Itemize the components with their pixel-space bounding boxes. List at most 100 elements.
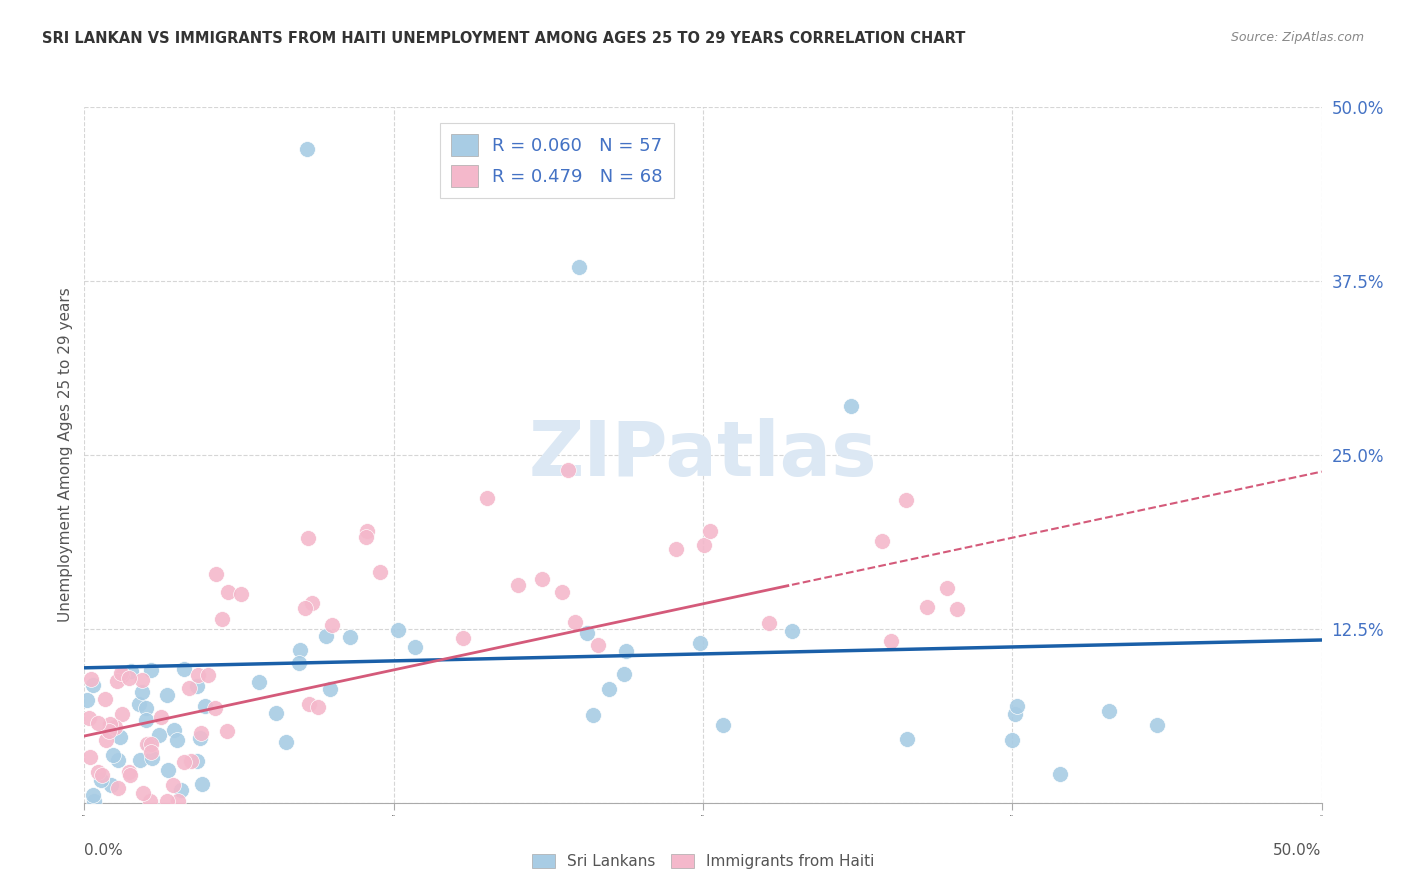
Text: 0.0%: 0.0% [84, 843, 124, 858]
Point [87, 765, 110, 780]
Point [247, 674, 270, 689]
Point [872, 533, 894, 548]
Point [163, 723, 186, 737]
Point [141, 750, 163, 764]
Point [107, 780, 129, 795]
Point [368, 565, 391, 579]
Point [90, 768, 112, 782]
Point [148, 728, 170, 742]
Point [758, 615, 780, 630]
Point [217, 584, 239, 599]
Point [100, 778, 122, 792]
Point [100, 716, 122, 731]
Point [290, 642, 312, 657]
Text: Source: ZipAtlas.com: Source: ZipAtlas.com [1230, 31, 1364, 45]
Point [356, 530, 378, 544]
Point [186, 754, 208, 768]
Point [135, 700, 157, 714]
Point [294, 601, 316, 615]
Point [297, 697, 319, 711]
Point [217, 724, 239, 739]
Text: ZIPatlas: ZIPatlas [529, 418, 877, 491]
Point [170, 783, 193, 797]
Point [166, 733, 188, 747]
Point [841, 399, 863, 413]
Point [96, 733, 118, 747]
Point [1098, 705, 1121, 719]
Point [1049, 767, 1071, 781]
Point [135, 714, 157, 728]
Point [1000, 732, 1022, 747]
Text: 50.0%: 50.0% [1274, 843, 1322, 858]
Point [80, 672, 103, 686]
Point [77, 711, 100, 725]
Point [136, 737, 159, 751]
Point [1004, 707, 1026, 722]
Point [404, 640, 426, 654]
Point [139, 663, 162, 677]
Point [1146, 718, 1168, 732]
Point [187, 667, 209, 681]
Point [131, 673, 153, 688]
Point [568, 260, 591, 274]
Point [204, 566, 226, 581]
Point [150, 710, 173, 724]
Point [946, 602, 969, 616]
Point [132, 786, 155, 800]
Point [76, 692, 98, 706]
Point [274, 735, 297, 749]
Point [613, 666, 636, 681]
Point [121, 665, 143, 679]
Point [128, 697, 150, 711]
Y-axis label: Unemployment Among Ages 25 to 29 years: Unemployment Among Ages 25 to 29 years [58, 287, 73, 623]
Point [780, 624, 803, 639]
Point [1005, 699, 1028, 714]
Point [138, 738, 160, 752]
Point [531, 572, 554, 586]
Point [582, 707, 605, 722]
Point [689, 636, 711, 650]
Point [156, 794, 179, 808]
Point [83, 794, 105, 808]
Point [475, 491, 498, 505]
Point [111, 707, 134, 722]
Point [157, 763, 180, 777]
Point [598, 681, 620, 696]
Point [188, 731, 211, 746]
Point [139, 794, 162, 808]
Point [173, 755, 195, 769]
Point [162, 778, 184, 792]
Point [307, 700, 329, 714]
Point [508, 578, 530, 592]
Point [295, 142, 318, 156]
Point [692, 537, 714, 551]
Point [108, 730, 131, 744]
Point [699, 524, 721, 538]
Point [186, 679, 208, 693]
Point [191, 777, 214, 791]
Point [179, 681, 201, 695]
Point [711, 717, 734, 731]
Point [129, 753, 152, 767]
Point [564, 615, 586, 629]
Point [79, 750, 101, 764]
Point [94, 692, 117, 706]
Point [287, 656, 309, 670]
Point [339, 631, 361, 645]
Point [101, 747, 124, 762]
Point [356, 524, 378, 538]
Point [90, 772, 112, 787]
Point [557, 463, 579, 477]
Point [229, 587, 252, 601]
Point [880, 633, 903, 648]
Point [211, 612, 233, 626]
Point [87, 715, 110, 730]
Point [111, 668, 134, 682]
Point [118, 671, 141, 685]
Legend: R = 0.060   N = 57, R = 0.479   N = 68: R = 0.060 N = 57, R = 0.479 N = 68 [440, 123, 673, 198]
Point [894, 493, 917, 508]
Point [321, 618, 343, 632]
Point [665, 541, 688, 556]
Point [297, 531, 319, 545]
Point [82, 678, 104, 692]
